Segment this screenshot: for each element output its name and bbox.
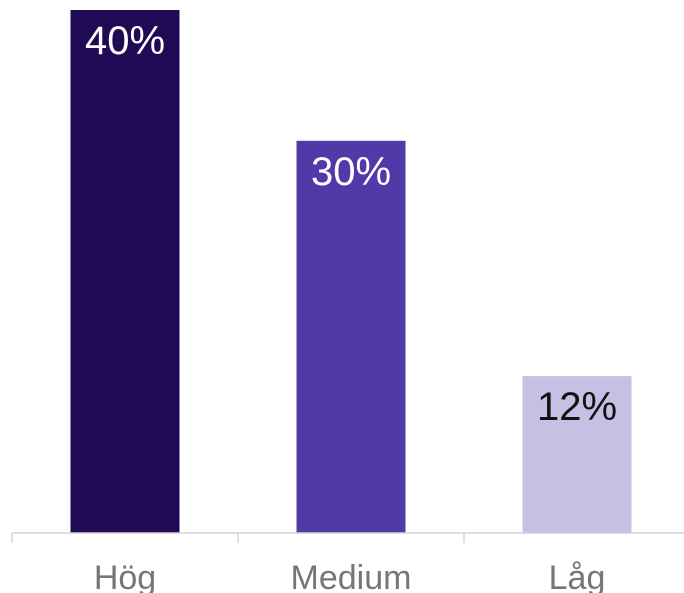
category-label-hog: Hög [94,559,156,593]
bar-hog [70,10,180,533]
category-labels-layer: Hög Medium Låg [94,559,606,593]
x-axis [11,532,684,543]
value-labels-layer: 40% 30% 12% [85,19,617,429]
value-label-hog: 40% [85,19,165,63]
bar-lag [522,376,632,533]
bar-medium [296,140,406,534]
bars-layer [70,10,632,534]
category-label-medium: Medium [291,559,412,593]
value-label-medium: 30% [311,150,391,194]
category-label-lag: Låg [549,559,606,593]
value-label-lag: 12% [537,385,617,429]
